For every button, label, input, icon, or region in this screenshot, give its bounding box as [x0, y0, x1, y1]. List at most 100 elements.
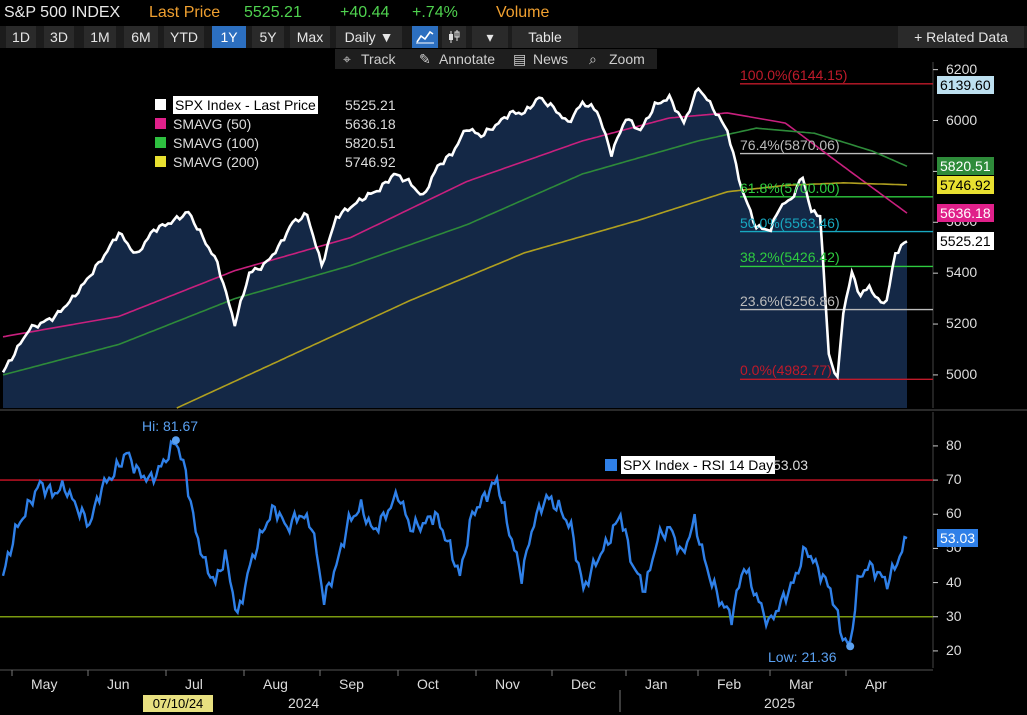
legend-swatch	[155, 118, 166, 129]
year-label: 2025	[764, 695, 796, 711]
range-toolbar: 1D 3D 1M 6M YTD 1Y 5Y Max Daily ▼ ▾ Tabl…	[0, 26, 1027, 48]
rsi-tick-label: 30	[946, 608, 962, 624]
year-label: 2024	[288, 695, 320, 711]
chart-type-dropdown[interactable]: ▾	[472, 26, 508, 48]
tab-max[interactable]: Max	[290, 26, 330, 48]
moving-average-line	[176, 181, 908, 409]
price-tick-label: 5000	[946, 366, 978, 382]
volume-label[interactable]: Volume	[496, 4, 550, 21]
candlestick-icon[interactable]	[442, 26, 466, 48]
legend-value: 5525.21	[345, 97, 396, 113]
fib-level-label: 23.6%(5256.86)	[740, 293, 840, 309]
price-tick-label: 5200	[946, 315, 978, 331]
month-label: Jun	[107, 676, 130, 692]
legend-label: SMAVG (50)	[173, 116, 252, 132]
line-chart-icon[interactable]	[412, 26, 438, 48]
search-icon: ⌕	[589, 51, 597, 67]
month-label: Mar	[789, 676, 814, 692]
periodicity-dropdown[interactable]: Daily ▼	[336, 26, 402, 48]
rsi-legend: SPX Index - RSI 14 Day 53.03	[601, 455, 809, 475]
crosshair-icon: ⌖	[343, 51, 351, 67]
rsi-legend-value: 53.03	[773, 457, 809, 473]
fib-level-label: 38.2%(5426.42)	[740, 249, 840, 265]
rsi-line	[1, 439, 908, 646]
tab-1y[interactable]: 1Y	[212, 26, 246, 48]
rsi-tick-label: 80	[946, 437, 962, 453]
rsi-legend-label: SPX Index - RSI 14 Day	[621, 456, 776, 474]
legend-label: SMAVG (100)	[173, 135, 260, 151]
fib-level-label: 100.0%(6144.15)	[740, 67, 848, 83]
ticker-name: S&P 500 INDEX	[4, 4, 121, 21]
pencil-icon: ✎	[419, 51, 431, 67]
price-value-badge: 5746.92	[937, 176, 994, 194]
rsi-tick-label: 40	[946, 574, 962, 590]
month-label: Jul	[185, 676, 203, 692]
rsi-tick-label: 70	[946, 471, 962, 487]
month-label: Apr	[865, 676, 887, 692]
legend-swatch	[155, 99, 166, 110]
legend-row-sma50: SMAVG (50) 5636.18	[145, 115, 401, 133]
related-data-button[interactable]: + Related Data	[898, 26, 1024, 48]
month-label: Sep	[339, 676, 364, 692]
rsi-extreme-label: Low: 21.36	[768, 649, 837, 665]
track-button[interactable]: Track	[361, 51, 396, 67]
price-tick-label: 5400	[946, 264, 978, 280]
tab-5y[interactable]: 5Y	[252, 26, 284, 48]
last-price-label: Last Price	[149, 4, 221, 21]
price-value-badge: 5525.21	[937, 232, 994, 250]
month-label: Nov	[495, 676, 520, 692]
month-label: May	[31, 676, 58, 692]
last-price-value: 5525.21	[244, 4, 302, 21]
legend-row-sma100: SMAVG (100) 5820.51	[145, 134, 401, 152]
legend-label: SPX Index - Last Price	[173, 96, 318, 114]
month-label: Oct	[417, 676, 439, 692]
legend-row-sma200: SMAVG (200) 5746.92	[145, 153, 401, 171]
legend-value: 5746.92	[345, 154, 396, 170]
price-area	[3, 88, 907, 408]
fib-level-label: 61.8%(5700.00)	[740, 180, 840, 196]
quote-header: S&P 500 INDEX Last Price 5525.21 +40.44 …	[0, 0, 1027, 26]
tab-1m[interactable]: 1M	[84, 26, 116, 48]
tab-6m[interactable]: 6M	[124, 26, 158, 48]
price-change-pct: +.74%	[412, 4, 458, 21]
price-value-badge: 6139.60	[937, 76, 994, 94]
rsi-extreme-label: Hi: 81.67	[142, 418, 199, 434]
price-legend: SPX Index - Last Price 5525.21 SMAVG (50…	[145, 95, 401, 173]
price-change: +40.44	[340, 4, 390, 21]
price-value-badge: 5636.18	[937, 204, 994, 222]
zoom-button[interactable]: Zoom	[609, 51, 645, 67]
month-label: Feb	[717, 676, 742, 692]
price-value-badge: 5820.51	[937, 157, 994, 175]
table-button[interactable]: Table	[512, 26, 578, 48]
rsi-tick-label: 20	[946, 642, 962, 658]
cursor-date: 07/10/24	[143, 695, 213, 712]
moving-average-line	[2, 127, 908, 376]
news-icon: ▤	[513, 51, 527, 67]
legend-swatch	[605, 459, 617, 471]
rsi-tick-label: 60	[946, 505, 962, 521]
rsi-value-badge: 53.03	[937, 529, 979, 547]
tab-ytd[interactable]: YTD	[164, 26, 204, 48]
legend-label: SMAVG (200)	[173, 154, 260, 170]
legend-value: 5636.18	[345, 116, 396, 132]
moving-average-line	[2, 112, 908, 338]
legend-value: 5820.51	[345, 135, 396, 151]
legend-swatch	[155, 156, 166, 167]
tab-3d[interactable]: 3D	[44, 26, 74, 48]
fib-level-label: 76.4%(5870.06)	[740, 137, 840, 153]
news-button[interactable]: News	[533, 51, 569, 67]
price-line	[1, 86, 908, 381]
rsi-extreme-marker	[171, 436, 180, 445]
annotate-button[interactable]: Annotate	[439, 51, 496, 67]
price-tick-label: 6200	[946, 61, 978, 77]
month-label: Aug	[263, 676, 288, 692]
month-label: Jan	[645, 676, 668, 692]
legend-swatch	[155, 137, 166, 148]
chart-tools: ⌖ Track ✎ Annotate ▤ News ⌕ Zoom	[335, 49, 657, 69]
tab-1d[interactable]: 1D	[6, 26, 36, 48]
price-tick-label: 6000	[946, 112, 978, 128]
fib-level-label: 0.0%(4982.77)	[740, 362, 832, 378]
legend-row-price: SPX Index - Last Price 5525.21	[145, 96, 401, 114]
month-label: Dec	[571, 676, 596, 692]
